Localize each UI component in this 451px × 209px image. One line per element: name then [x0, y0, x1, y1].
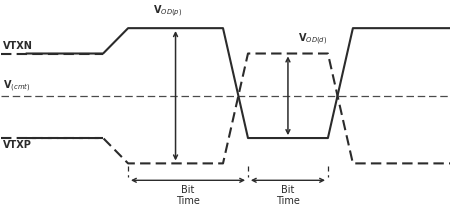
- Text: Bit
Time: Bit Time: [176, 185, 200, 206]
- Text: Bit
Time: Bit Time: [276, 185, 300, 206]
- Text: V$_{(cmt)}$: V$_{(cmt)}$: [3, 78, 31, 94]
- Text: V$_{OD(d)}$: V$_{OD(d)}$: [298, 32, 327, 47]
- Text: V$_{OD(p)}$: V$_{OD(p)}$: [153, 4, 183, 19]
- Text: VTXN: VTXN: [3, 41, 33, 51]
- Text: VTXP: VTXP: [3, 140, 32, 150]
